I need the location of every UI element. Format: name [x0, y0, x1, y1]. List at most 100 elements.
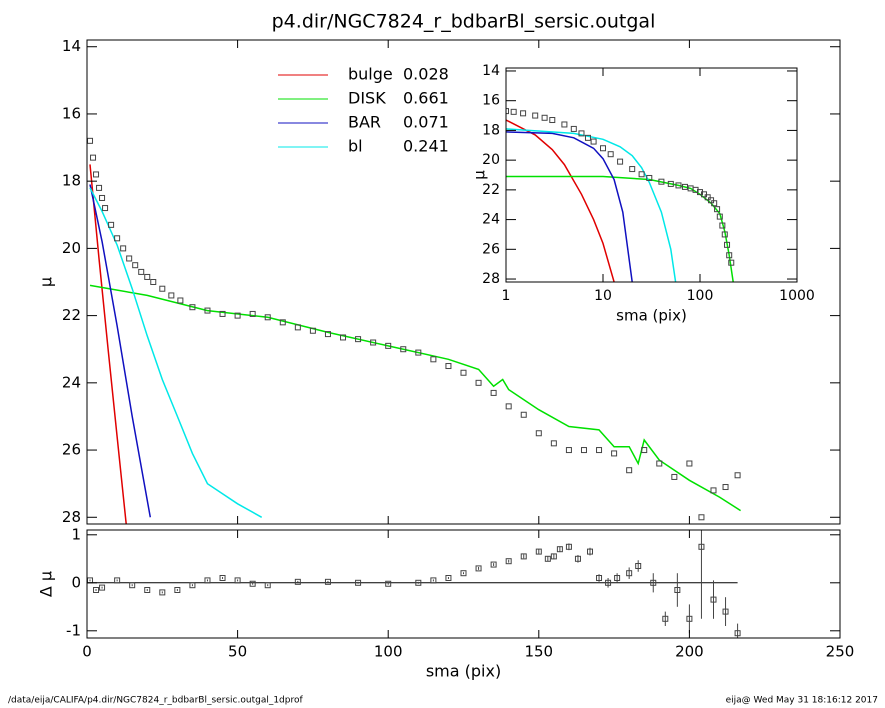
data-point: [650, 579, 657, 586]
y-axis-label: Δ μ: [37, 571, 56, 597]
data-point: [132, 262, 139, 269]
data-point: [565, 447, 572, 454]
y-tick-label: 0: [71, 573, 81, 591]
x-tick-label: 10: [594, 288, 612, 304]
data-point: [710, 487, 717, 494]
data-point: [590, 138, 597, 145]
data-point: [370, 339, 377, 346]
data-point: [114, 235, 121, 242]
data-point: [565, 543, 572, 550]
data-point: [656, 460, 663, 467]
data-point: [355, 579, 362, 586]
data-point: [264, 582, 271, 589]
data-point: [722, 608, 729, 615]
data-point: [510, 108, 517, 115]
data-point: [556, 546, 563, 553]
data-point: [490, 561, 497, 568]
y-tick-label: 20: [62, 239, 81, 257]
data-point: [721, 231, 728, 238]
data-point: [129, 582, 136, 589]
y-tick-label: 16: [482, 93, 500, 109]
data-point: [686, 615, 693, 622]
data-point: [90, 154, 97, 161]
data-point: [189, 582, 196, 589]
data-point: [716, 213, 723, 220]
axes-frame: [86, 529, 841, 639]
component-line: [506, 119, 615, 282]
data-point: [646, 174, 653, 181]
x-tick-label: 100: [374, 643, 403, 661]
data-point: [614, 575, 621, 581]
data-point: [445, 575, 452, 581]
y-tick-label: -1: [66, 621, 81, 639]
data-point: [99, 584, 106, 591]
data-point: [460, 570, 467, 577]
data-point: [722, 484, 729, 491]
x-tick-label: 1: [502, 288, 511, 304]
data-point: [605, 579, 612, 586]
data-point: [600, 145, 606, 152]
data-point: [324, 578, 331, 585]
data-point: [340, 334, 347, 341]
y-tick-label: 22: [62, 306, 81, 324]
data-point: [544, 555, 551, 562]
data-point: [475, 565, 482, 572]
y-tick-label: 24: [62, 373, 81, 391]
data-point: [144, 587, 151, 593]
data-point: [734, 630, 741, 637]
data-point: [570, 125, 577, 132]
data-point: [309, 327, 316, 334]
data-point: [505, 558, 512, 565]
data-point: [574, 555, 581, 562]
footer-path: /data/eija/CALIFA/p4.dir/NGC7824_r_bdbar…: [8, 696, 303, 706]
axes-frame: [505, 67, 798, 283]
data-point: [249, 310, 256, 317]
data-point: [93, 587, 100, 593]
data-point: [279, 319, 286, 326]
y-tick-label: 22: [482, 182, 500, 198]
y-tick-label: 26: [62, 441, 81, 459]
y-tick-label: 1: [71, 525, 81, 543]
data-point: [126, 255, 133, 262]
data-point: [520, 110, 527, 117]
data-point: [385, 342, 392, 349]
data-point: [114, 577, 121, 584]
data-point: [714, 206, 721, 213]
data-point: [580, 447, 587, 454]
data-point: [324, 331, 331, 338]
data-point: [667, 180, 674, 187]
x-tick-label: 200: [675, 643, 704, 661]
data-point: [150, 279, 157, 285]
x-axis-label: sma (pix): [616, 307, 687, 325]
data-point: [584, 134, 591, 141]
data-point: [174, 587, 181, 593]
data-point: [641, 447, 648, 454]
data-point: [219, 575, 226, 581]
data-point: [686, 460, 693, 467]
data-point: [120, 245, 127, 252]
y-tick-label: 20: [482, 152, 500, 168]
data-point: [99, 194, 106, 201]
x-tick-label: 250: [826, 643, 855, 661]
data-point: [596, 575, 603, 581]
data-point: [711, 200, 718, 207]
y-tick-label: 14: [62, 37, 81, 55]
data-point: [264, 314, 271, 321]
data-point: [578, 130, 585, 137]
data-point: [355, 336, 362, 343]
data-point: [535, 430, 542, 437]
data-point: [675, 182, 682, 189]
x-tick-label: 0: [82, 643, 92, 661]
data-point: [159, 285, 166, 292]
component-line: [89, 187, 263, 518]
data-point: [189, 304, 196, 311]
axes-frame: [86, 39, 841, 525]
component-line: [506, 128, 677, 282]
data-point: [234, 312, 241, 319]
data-point: [629, 166, 636, 173]
component-line: [89, 164, 127, 524]
y-tick-label: 16: [62, 104, 81, 122]
data-point: [430, 577, 437, 584]
legend-label: bl: [348, 137, 363, 156]
legend-value: 0.241: [403, 137, 449, 156]
